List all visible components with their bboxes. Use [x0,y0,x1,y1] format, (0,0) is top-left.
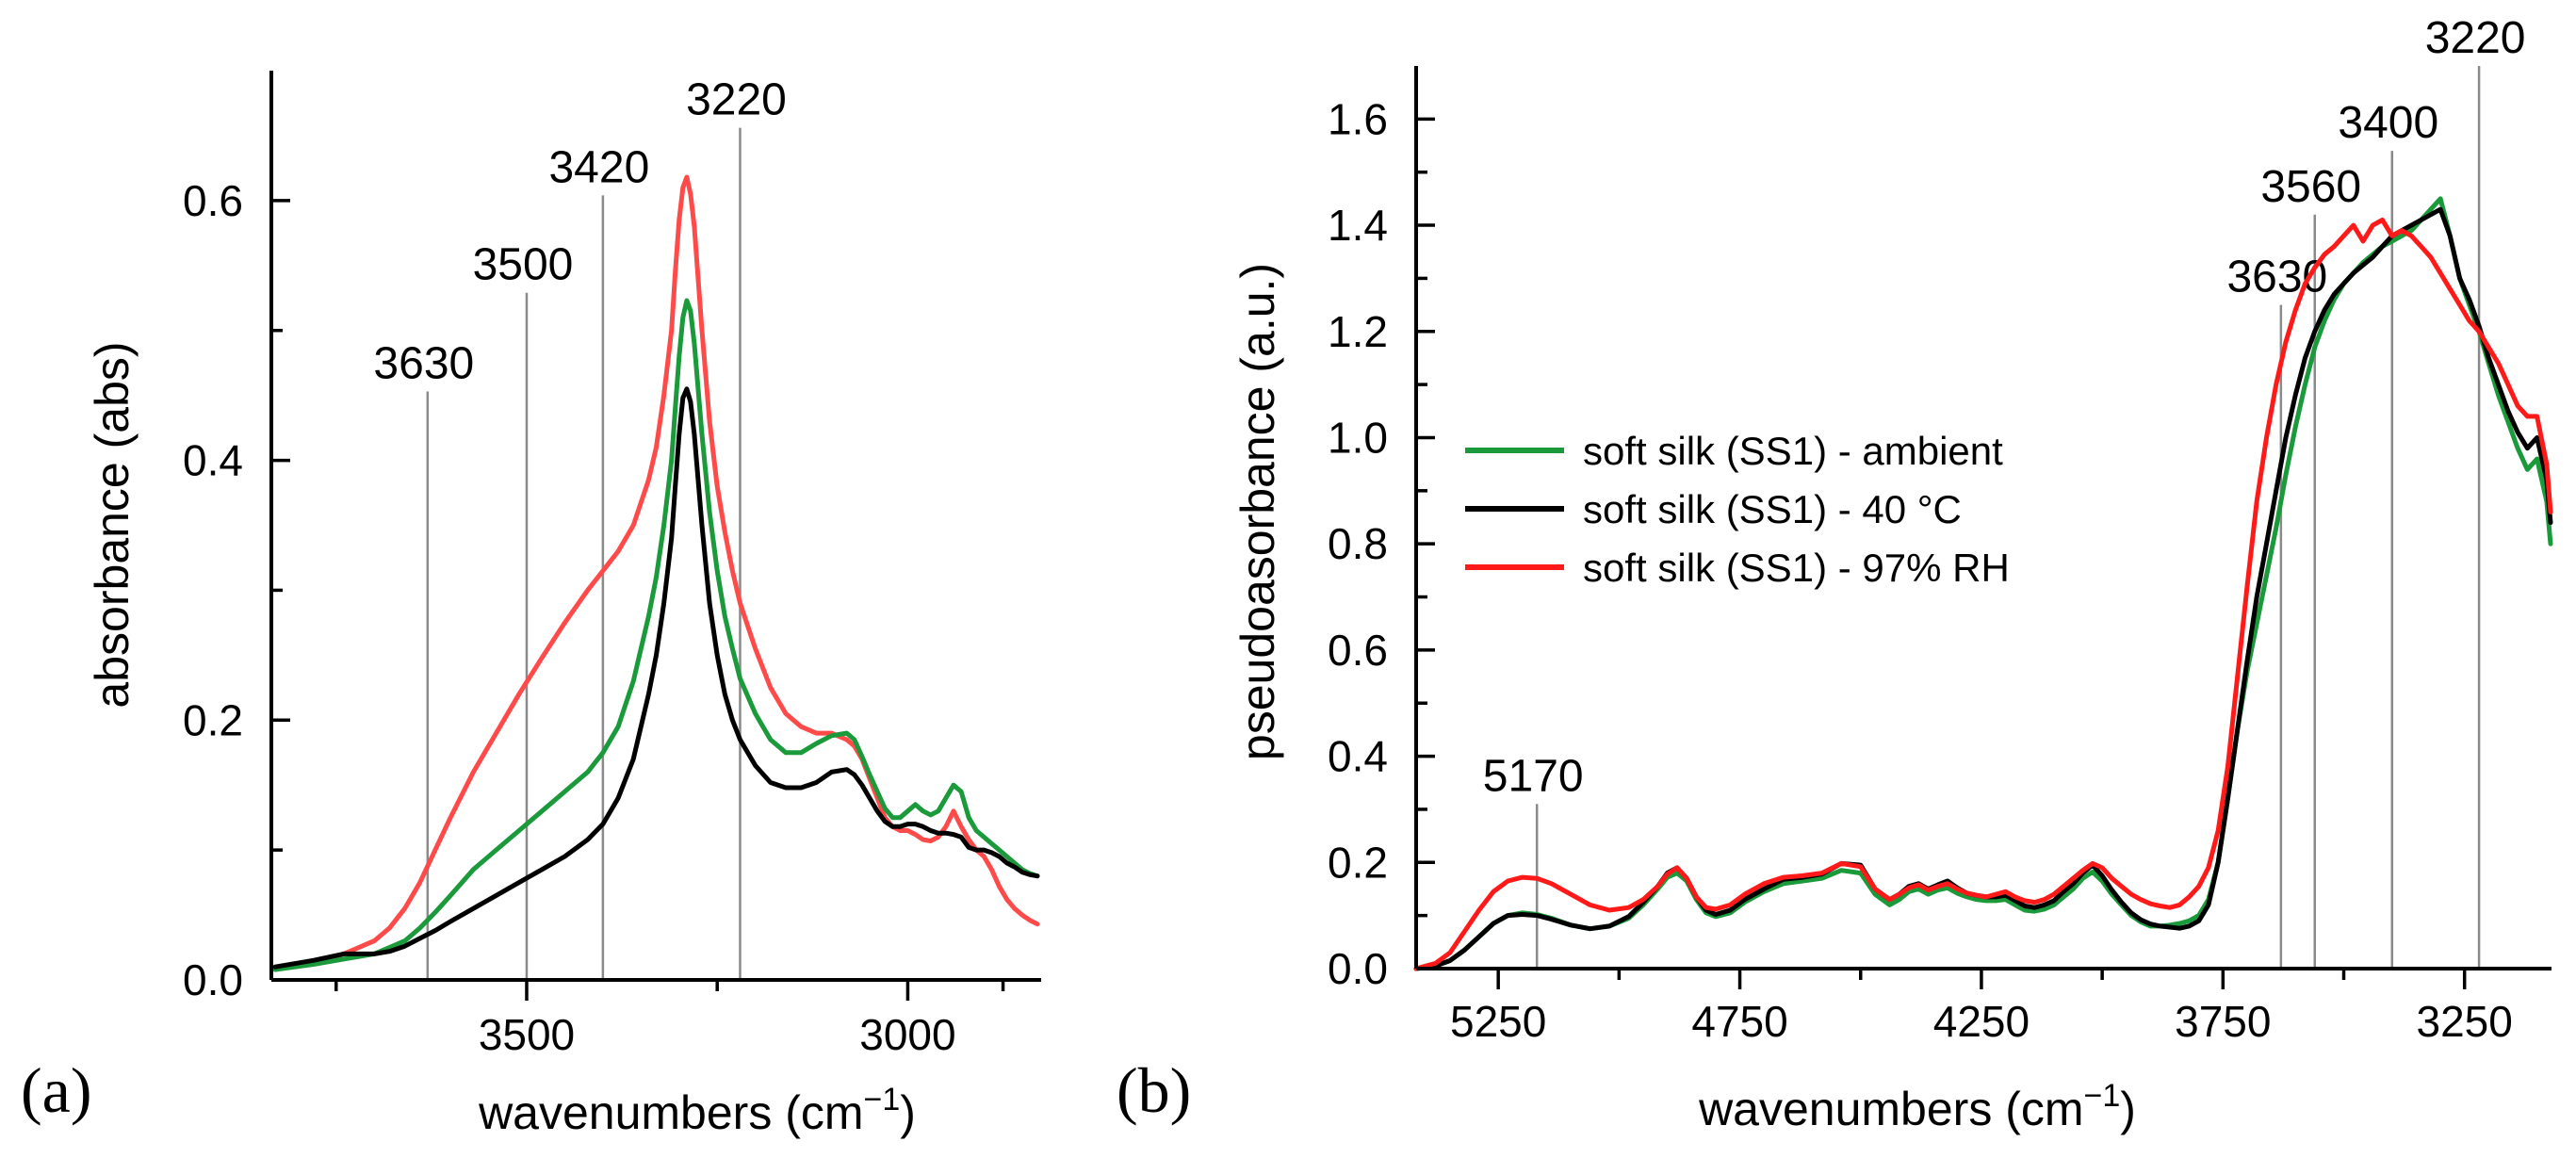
panel-b-y-axis-title: pseudoasorbance (a.u.) [1231,263,1284,760]
legend-entry-40c: soft silk (SS1) - 40 °C [1465,487,1962,531]
panel-b-series-2 [1413,217,2553,971]
panel-b-y-tick-label-4: 0.8 [1328,519,1388,568]
panel-a-series-2 [272,386,1040,970]
panel-a-y-tick-label-1: 0.2 [183,695,243,744]
panel-a-ref-label-3420: 3420 [548,142,649,192]
panel-b-ref-label-3630: 3630 [2226,253,2327,302]
panel-b-y-tick-label-3: 0.6 [1328,626,1388,675]
panel-a-x-tick-label-3500: 3500 [479,1010,575,1059]
panel-a-y-tick-label-0: 0.0 [183,955,243,1004]
panel-b-x-axis-title-sup: −1 [2084,1078,2121,1114]
panel-b-y-tick-label-1: 0.2 [1328,838,1388,887]
panel-b-y-tick-label-8: 1.6 [1328,94,1388,143]
panel-a-y-tick-label-2: 0.4 [183,436,243,485]
panel-b-ref-label-5170: 5170 [1483,751,1584,801]
panel-a-tick-labels: 3500 3000 0.0 0.2 0.4 0.6 [183,176,956,1059]
legend-label-40c: soft silk (SS1) - 40 °C [1583,487,1962,531]
panel-b-ref-label-3400: 3400 [2338,98,2438,148]
panel-b-axes [1414,66,2552,970]
panel-a-axes [269,71,1041,982]
panel-b-x-axis-title-close: ) [2120,1083,2136,1135]
panel-b-x-tick-label-3750: 3750 [2175,997,2271,1046]
panel-b-ref-labels: 5170 3630 3560 3400 3220 [1483,13,2526,801]
panel-a-ref-labels: 3630 3500 3420 3220 [373,75,786,389]
panel-a-x-axis-title-main: wavenumbers (cm [478,1086,863,1139]
panel-b-y-tick-label-2: 0.4 [1328,732,1388,781]
panel-a-ref-lines [426,127,742,980]
legend-entry-97rh: soft silk (SS1) - 97% RH [1465,546,2010,590]
panel-b-y-tick-label-7: 1.4 [1328,201,1388,250]
panel-b-y-tick-label-0: 0.0 [1328,944,1388,993]
panel-a-ref-label-3500: 3500 [473,240,574,290]
panel-a-y-axis-title: absorbance (abs) [86,341,139,708]
panel-a: 3630 3500 3420 3220 3500 3000 0.0 0.2 0.4 0.6 ab… [21,71,1041,1139]
panel-a-series [272,174,1040,972]
panel-a-x-axis-title-close: ) [900,1086,916,1139]
panel-b-series-0 [1413,196,2553,971]
panel-a-ref-label-3630: 3630 [373,339,474,389]
panel-b-legend: soft silk (SS1) - ambient soft silk (SS1… [1465,429,2010,590]
panel-b-series [1413,196,2553,971]
panel-b-tick-labels: 5250 4750 4250 3750 3250 0.0 0.2 0.4 0.6 0.8 1.0 1.… [1328,94,2513,1046]
legend-label-97rh: soft silk (SS1) - 97% RH [1583,546,2010,590]
panel-b-x-axis-title: wavenumbers (cm−1) [1698,1078,2136,1135]
panel-b-ref-label-3220: 3220 [2425,13,2526,63]
panel-a-label: (a) [21,1054,91,1126]
panel-a-ticks [271,199,1005,1001]
panel-a-series-0 [272,174,1040,972]
panel-a-x-tick-label-3000: 3000 [859,1010,955,1059]
panel-b-y-tick-label-6: 1.2 [1328,307,1388,356]
panel-a-x-axis-title-sup: −1 [864,1082,901,1117]
panel-b-y-tick-label-5: 1.0 [1328,413,1388,462]
panel-a-ref-label-3220: 3220 [686,75,787,125]
panel-b-ref-lines [1535,66,2481,969]
panel-b-x-tick-label-4250: 4250 [1933,997,2030,1046]
panel-b-x-tick-label-5250: 5250 [1450,997,1546,1046]
legend-label-ambient: soft silk (SS1) - ambient [1583,429,2003,473]
legend-entry-ambient: soft silk (SS1) - ambient [1465,429,2003,473]
panel-b-x-axis-title-main: wavenumbers (cm [1698,1083,2083,1135]
panel-a-series-1 [272,298,1040,972]
panel-b: 5170 3630 3560 3400 3220 5250 4750 4250 3750 325… [1117,13,2553,1135]
panel-a-x-axis-title: wavenumbers (cm−1) [478,1082,916,1139]
panel-b-ref-label-3560: 3560 [2260,162,2361,212]
panel-b-x-tick-label-4750: 4750 [1691,997,1787,1046]
panel-a-y-tick-label-3: 0.6 [183,176,243,225]
panel-b-label: (b) [1117,1054,1191,1126]
panel-b-ticks [1416,117,2467,989]
panel-b-x-tick-label-3250: 3250 [2417,997,2513,1046]
